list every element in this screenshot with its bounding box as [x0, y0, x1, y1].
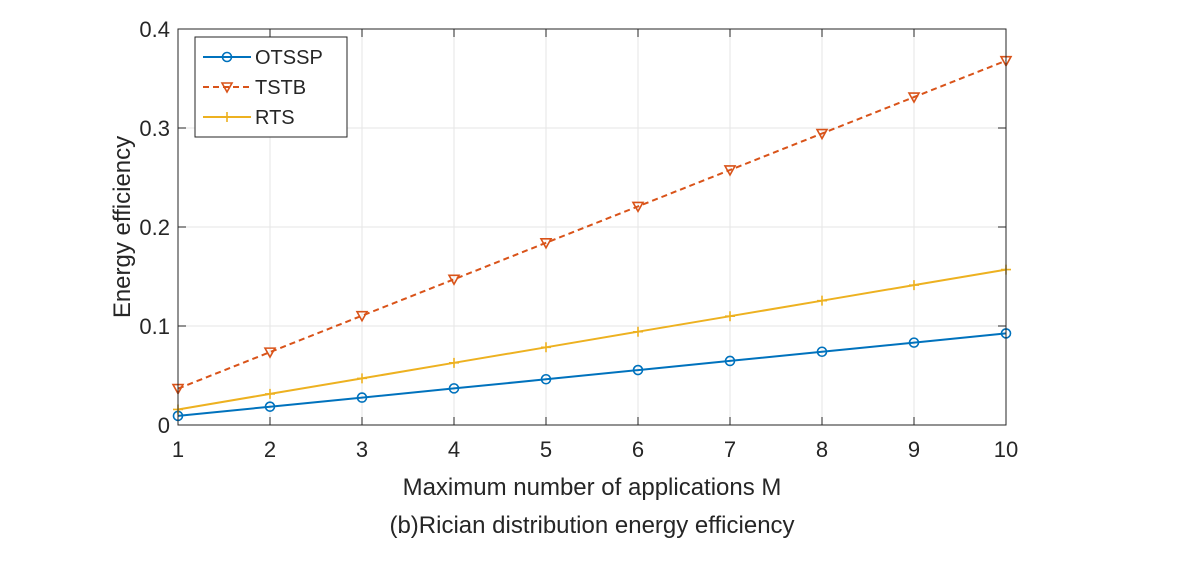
legend-entry-tstb: TSTB	[203, 77, 306, 99]
y-tick-label: 0.4	[139, 17, 170, 42]
axis-ticks: 1 2 3 4 5 6 7 8 9 10 0 0.1 0.2 0.3 0.4	[139, 17, 1018, 462]
series-line-rts	[177, 268, 1007, 411]
legend-entry-otssp: OTSSP	[203, 47, 323, 69]
x-tick-label: 4	[448, 437, 460, 462]
data-point-otssp	[356, 392, 368, 403]
x-tick-label: 3	[356, 437, 368, 462]
x-tick-label: 8	[816, 437, 828, 462]
data-point-rts	[541, 342, 551, 353]
y-tick-label: 0.1	[139, 314, 170, 339]
legend-marker-rts	[222, 112, 232, 122]
data-point-rts	[817, 295, 827, 306]
series-rts	[173, 264, 1011, 415]
data-point-tstb	[723, 165, 737, 177]
data-point-otssp	[264, 401, 276, 412]
legend-box	[194, 36, 348, 138]
x-tick-label: 9	[908, 437, 920, 462]
legend-label-rts: RTS	[255, 107, 295, 129]
series-line-otssp	[177, 332, 1007, 417]
data-point-tstb	[263, 347, 277, 359]
legend: OTSSP TSTB RTS	[194, 36, 348, 138]
figure-caption: (b)Rician distribution energy efficiency	[389, 512, 794, 539]
data-point-tstb	[907, 92, 921, 104]
data-point-tstb	[815, 128, 829, 141]
x-tick-label: 6	[632, 437, 644, 462]
y-axis-label: Energy efficiency	[109, 136, 136, 318]
x-tick-label: 7	[724, 437, 736, 462]
legend-label-tstb: TSTB	[255, 77, 306, 99]
legend-label-otssp: OTSSP	[255, 47, 323, 69]
y-tick-label: 0.2	[139, 215, 170, 240]
y-tick-label: 0	[158, 413, 170, 438]
legend-entry-rts: RTS	[203, 107, 295, 129]
data-point-rts	[357, 373, 367, 384]
x-tick-label: 10	[994, 437, 1018, 462]
legend-marker-otssp	[221, 51, 233, 63]
data-point-otssp	[540, 373, 552, 385]
data-point-rts	[909, 280, 919, 291]
data-point-rts	[265, 388, 275, 399]
data-point-tstb	[447, 274, 461, 286]
series-tstb	[171, 55, 1013, 396]
data-point-rts	[725, 311, 735, 322]
data-point-rts	[633, 326, 643, 337]
x-tick-label: 5	[540, 437, 552, 462]
x-tick-label: 2	[264, 437, 276, 462]
y-tick-label: 0.3	[139, 116, 170, 141]
data-point-tstb	[631, 201, 645, 214]
data-point-otssp	[816, 346, 828, 358]
data-point-tstb	[355, 310, 369, 323]
data-point-otssp	[908, 337, 920, 348]
series-line-tstb	[177, 59, 1007, 390]
legend-marker-tstb	[220, 82, 234, 94]
data-point-otssp	[724, 355, 736, 367]
data-point-rts	[449, 357, 459, 368]
data-point-tstb	[539, 238, 553, 250]
data-point-otssp	[448, 383, 460, 394]
x-tick-label: 1	[172, 437, 184, 462]
data-point-otssp	[632, 364, 644, 376]
x-axis-label: Maximum number of applications M	[403, 474, 782, 501]
